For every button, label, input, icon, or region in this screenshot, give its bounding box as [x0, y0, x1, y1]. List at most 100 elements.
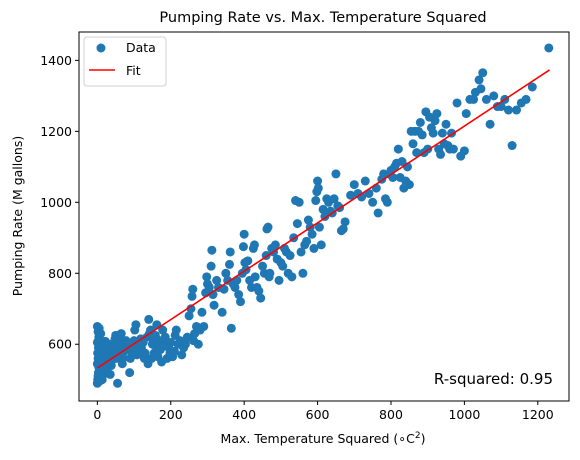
data-point-247: [428, 128, 438, 138]
data-point-54: [116, 329, 126, 339]
x-axis-label-super: ∘C: [398, 431, 415, 446]
data-point-77: [140, 348, 150, 358]
scatter-points-layer: [92, 43, 554, 388]
data-point-271: [489, 91, 499, 101]
x-tick-label-0: 0: [93, 407, 101, 422]
data-point-115: [187, 291, 197, 301]
data-point-204: [331, 169, 341, 179]
data-point-218: [373, 208, 383, 218]
y-tick-label-1: 800: [48, 266, 72, 281]
fit-line-layer: [96, 69, 550, 369]
data-point-116: [188, 284, 198, 294]
data-point-194: [313, 183, 323, 193]
y-tick-label-2: 1000: [40, 195, 72, 210]
data-point-134: [217, 307, 227, 317]
data-point-209: [340, 217, 350, 227]
data-point-155: [249, 240, 259, 250]
data-point-148: [239, 229, 249, 239]
fit-line: [96, 69, 550, 369]
data-point-166: [265, 268, 275, 278]
data-point-251: [436, 149, 446, 159]
data-point-114: [186, 304, 196, 314]
data-point-63: [125, 368, 135, 378]
data-point-145: [236, 297, 245, 307]
data-point-144: [234, 290, 244, 300]
data-point-41: [105, 369, 115, 379]
data-point-111: [180, 339, 190, 349]
data-point-222: [382, 197, 392, 207]
data-point-182: [294, 197, 304, 207]
data-point-123: [199, 321, 209, 331]
legend-fit-label: Fit: [126, 63, 141, 78]
data-point-249: [432, 109, 442, 119]
y-tick-label-4: 1400: [40, 53, 72, 68]
data-point-130: [208, 290, 218, 300]
data-point-135: [219, 284, 229, 294]
y-tick-label-0: 600: [48, 337, 72, 352]
data-point-269: [481, 94, 491, 104]
data-point-268: [478, 68, 488, 78]
data-point-122: [197, 307, 207, 317]
y-axis-ticks: 600 800 1000 1200 1400: [40, 53, 79, 352]
data-point-131: [209, 300, 219, 310]
data-point-191: [311, 196, 321, 206]
data-point-187: [303, 215, 313, 225]
x-axis-label: Max. Temperature Squared (∘C2): [221, 431, 426, 446]
data-point-228: [393, 144, 403, 154]
data-point-190: [309, 243, 319, 253]
data-point-128: [206, 261, 216, 271]
data-point-80: [144, 314, 154, 324]
legend: Data Fit: [83, 36, 167, 87]
data-point-95: [158, 325, 168, 335]
x-axis-ticks: 0 200 400 600 800 1000 1200: [93, 401, 554, 422]
data-point-147: [238, 242, 248, 252]
data-point-120: [193, 339, 203, 349]
data-point-136: [221, 268, 231, 278]
data-point-156: [250, 272, 260, 282]
x-tick-label-4: 800: [379, 407, 403, 422]
data-point-236: [408, 139, 418, 149]
data-point-183: [296, 247, 306, 257]
data-point-138: [224, 259, 234, 269]
data-point-102: [166, 337, 176, 347]
data-point-281: [544, 43, 554, 53]
data-point-113: [184, 311, 194, 321]
data-point-197: [318, 204, 328, 214]
data-point-142: [230, 282, 240, 292]
data-point-104: [169, 346, 179, 356]
data-point-240: [415, 117, 425, 127]
data-point-214: [360, 176, 370, 186]
data-point-125: [202, 272, 212, 282]
data-point-151: [243, 256, 253, 266]
data-point-208: [338, 224, 348, 234]
y-axis-label: Pumping Rate (M gallons): [10, 136, 25, 296]
data-point-195: [314, 222, 324, 232]
data-point-132: [212, 275, 222, 285]
x-axis-label-close: ): [421, 431, 426, 446]
data-point-196: [316, 240, 326, 250]
x-tick-label-2: 400: [232, 407, 256, 422]
data-point-189: [307, 229, 317, 239]
legend-data-marker: [96, 43, 106, 53]
x-tick-label-3: 600: [306, 407, 330, 422]
x-axis-label-exp: 2: [415, 431, 421, 441]
x-tick-label-5: 1000: [448, 407, 480, 422]
data-point-276: [507, 141, 517, 151]
data-point-216: [368, 197, 378, 207]
data-point-238: [412, 148, 422, 158]
data-point-252: [437, 128, 447, 138]
x-tick-label-6: 1200: [522, 407, 554, 422]
data-point-55: [113, 378, 123, 388]
data-point-193: [313, 176, 323, 186]
r-squared-annotation: R-squared: 0.95: [434, 370, 553, 388]
x-tick-label-1: 200: [159, 407, 183, 422]
data-point-210: [346, 190, 356, 200]
data-point-275: [503, 105, 513, 115]
legend-data-label: Data: [126, 40, 156, 55]
data-point-139: [225, 247, 235, 257]
data-point-184: [298, 268, 308, 278]
data-point-261: [459, 146, 469, 156]
data-point-129: [207, 245, 217, 255]
